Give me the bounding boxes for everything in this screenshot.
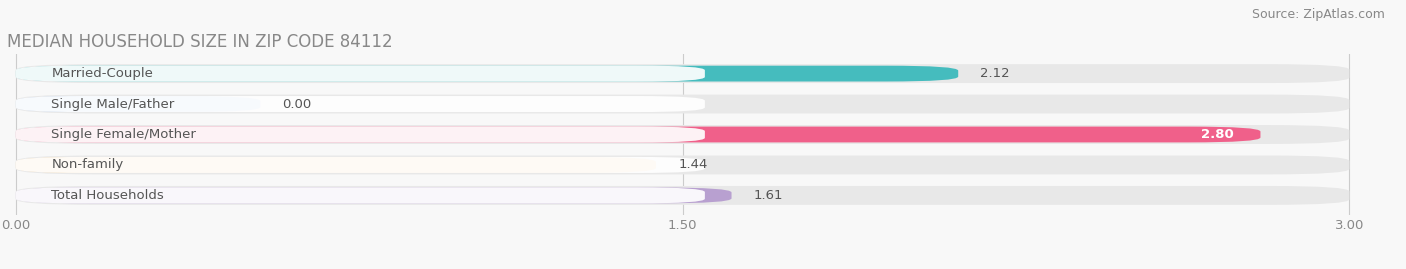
Text: Non-family: Non-family [52, 158, 124, 171]
Text: MEDIAN HOUSEHOLD SIZE IN ZIP CODE 84112: MEDIAN HOUSEHOLD SIZE IN ZIP CODE 84112 [7, 33, 392, 51]
FancyBboxPatch shape [15, 66, 704, 82]
FancyBboxPatch shape [15, 126, 704, 143]
Text: Source: ZipAtlas.com: Source: ZipAtlas.com [1251, 8, 1385, 21]
FancyBboxPatch shape [15, 95, 1350, 114]
FancyBboxPatch shape [15, 96, 260, 112]
FancyBboxPatch shape [15, 125, 1350, 144]
Text: 1.44: 1.44 [678, 158, 707, 171]
FancyBboxPatch shape [15, 157, 704, 173]
Text: Single Female/Mother: Single Female/Mother [52, 128, 197, 141]
Text: 2.12: 2.12 [980, 67, 1010, 80]
FancyBboxPatch shape [15, 66, 959, 82]
Text: Total Households: Total Households [52, 189, 165, 202]
FancyBboxPatch shape [15, 155, 1350, 174]
FancyBboxPatch shape [15, 187, 704, 203]
FancyBboxPatch shape [15, 96, 704, 112]
Text: 2.80: 2.80 [1201, 128, 1234, 141]
FancyBboxPatch shape [15, 157, 657, 173]
FancyBboxPatch shape [15, 64, 1350, 83]
Text: 0.00: 0.00 [283, 98, 312, 111]
Text: 1.61: 1.61 [754, 189, 783, 202]
FancyBboxPatch shape [15, 127, 1260, 142]
Text: Single Male/Father: Single Male/Father [52, 98, 174, 111]
FancyBboxPatch shape [15, 187, 731, 203]
Text: Married-Couple: Married-Couple [52, 67, 153, 80]
FancyBboxPatch shape [15, 186, 1350, 205]
